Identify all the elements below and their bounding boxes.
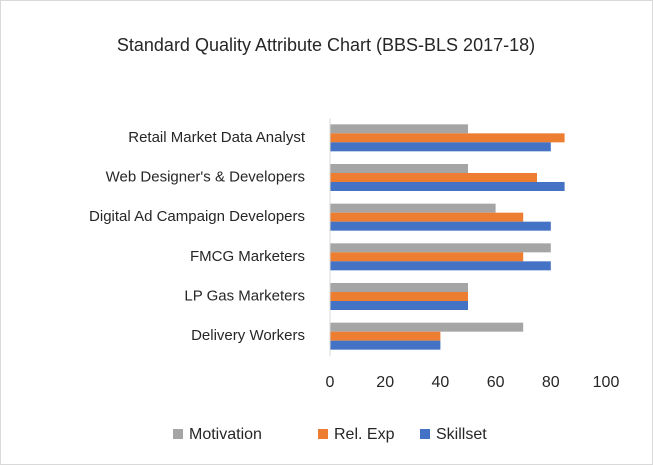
y-tick-label: Digital Ad Campaign Developers <box>89 208 305 225</box>
x-tick-label: 20 <box>376 374 394 391</box>
bar <box>330 182 565 191</box>
bar <box>330 164 468 173</box>
y-tick-label: Web Designer's & Developers <box>106 168 305 185</box>
bar <box>330 261 551 271</box>
bar <box>330 124 468 134</box>
bar <box>330 133 565 143</box>
chart-title: Standard Quality Attribute Chart (BBS-BL… <box>117 35 535 55</box>
bar <box>330 301 468 310</box>
x-tick-label: 80 <box>542 374 560 391</box>
x-tick-label: 100 <box>593 374 620 391</box>
bar <box>330 243 551 253</box>
x-tick-label: 0 <box>326 374 335 391</box>
bar <box>330 252 524 262</box>
bar <box>330 283 468 292</box>
legend-label: Skillset <box>436 426 487 443</box>
x-tick-label: 40 <box>432 374 450 391</box>
bar <box>330 203 496 213</box>
bar <box>330 173 537 182</box>
y-tick-label: Retail Market Data Analyst <box>128 129 306 146</box>
legend-swatch <box>420 429 430 439</box>
x-tick-label: 60 <box>487 374 505 391</box>
legend-swatch <box>318 429 328 439</box>
bar <box>330 142 551 152</box>
bar <box>330 322 524 332</box>
bar <box>330 212 524 222</box>
bar <box>330 292 468 301</box>
y-tick-label: LP Gas Marketers <box>184 287 305 304</box>
legend-label: Rel. Exp <box>334 426 395 443</box>
bar <box>330 331 441 341</box>
bar <box>330 340 441 350</box>
legend-swatch <box>173 429 183 439</box>
y-tick-label: Delivery Workers <box>191 327 305 344</box>
y-tick-label: FMCG Marketers <box>190 248 305 265</box>
legend-label: Motivation <box>189 426 262 443</box>
bar <box>330 221 551 231</box>
